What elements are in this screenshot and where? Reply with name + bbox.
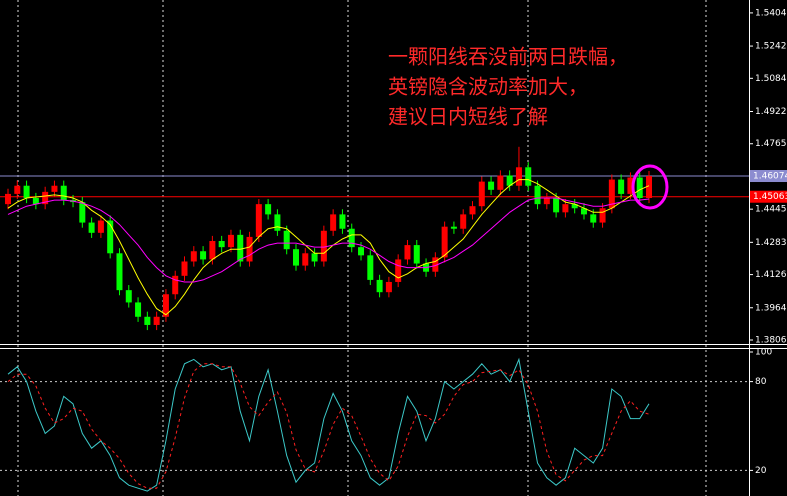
candle-body — [450, 226, 457, 229]
y-tick-label: 1.49225 — [755, 107, 787, 117]
price-label-bg — [750, 190, 787, 203]
candle-body — [348, 228, 355, 248]
candle-body — [525, 167, 532, 186]
candle-body — [469, 206, 476, 215]
candle-body — [590, 214, 597, 223]
annotation: 英镑隐含波动率加大， — [388, 75, 588, 99]
candle-body — [441, 226, 448, 258]
candle-body — [488, 181, 495, 190]
candle-body — [376, 279, 383, 293]
y-tick-label: 1.54040 — [755, 8, 787, 18]
y-tick-label: 1.38065 — [755, 336, 787, 346]
candle-body — [553, 198, 560, 213]
candle-body — [646, 176, 653, 199]
annotation: 建议日内短线了解 — [388, 105, 548, 129]
candle-body — [404, 245, 411, 260]
y-tick-label: 80 — [755, 377, 767, 387]
candle-body — [218, 241, 225, 248]
candle-body — [636, 177, 643, 199]
candle-body — [42, 191, 49, 205]
candle-body — [5, 193, 11, 205]
candle-body — [460, 214, 467, 229]
candle-body — [543, 198, 550, 205]
candle-body — [255, 204, 262, 237]
candle-body — [562, 204, 569, 213]
candle-body — [172, 275, 179, 295]
candle-body — [107, 220, 114, 254]
candle-body — [385, 281, 392, 293]
highlight-ellipse — [631, 164, 669, 210]
y-tick-label: 1.41260 — [755, 270, 787, 280]
candle-body — [88, 222, 95, 233]
candle-body — [190, 251, 197, 262]
y-tick-label: 1.50845 — [755, 74, 787, 84]
y-tick-label: 20 — [755, 466, 767, 476]
candle-body — [51, 185, 58, 192]
price-label-bg — [750, 170, 787, 183]
y-tick-label: 1.44455 — [755, 205, 787, 215]
candle-body — [227, 234, 234, 248]
candle-body — [265, 204, 272, 215]
candle-body — [627, 177, 634, 194]
candle-body — [580, 208, 587, 215]
y-tick-label: 1.42835 — [755, 238, 787, 248]
candle-body — [237, 234, 244, 262]
candle-body — [618, 179, 625, 194]
candle-body — [23, 185, 30, 199]
candle-body — [125, 290, 132, 303]
candle-body — [478, 181, 485, 207]
candle-body — [413, 245, 420, 264]
y-tick-label: 100 — [755, 348, 772, 358]
candle-body — [274, 214, 281, 231]
candle-body — [571, 204, 578, 209]
candle-body — [283, 230, 290, 250]
candle-body — [302, 253, 309, 266]
candle-body — [330, 214, 337, 231]
candle-body — [14, 185, 21, 194]
annotation: 一颗阳线吞没前两日跌幅， — [388, 45, 628, 69]
candle-body — [97, 220, 104, 233]
y-tick-label: 1.47650 — [755, 139, 787, 149]
price-label: 1.45063 — [753, 192, 787, 202]
candle-body — [135, 302, 142, 317]
candle-body — [79, 202, 86, 223]
candle-body — [311, 253, 318, 262]
candle-body — [515, 167, 522, 186]
candle-body — [358, 247, 365, 256]
candle-body — [292, 249, 299, 266]
candle-body — [116, 253, 123, 291]
candle-body — [246, 236, 253, 262]
candle-body — [320, 230, 327, 262]
candle-body — [181, 261, 188, 276]
candle-body — [144, 316, 151, 325]
candle-body — [367, 255, 374, 280]
candle-body — [608, 179, 615, 209]
candle-body — [162, 294, 169, 317]
line-series — [7, 179, 650, 316]
line-series — [7, 357, 650, 492]
candle-body — [339, 214, 346, 229]
candle-body — [497, 175, 504, 190]
candle-body — [200, 251, 207, 260]
candle-body — [599, 208, 606, 223]
y-tick-label: 1.52420 — [755, 42, 787, 52]
candle-body — [432, 257, 439, 272]
price-label: 1.46074 — [753, 172, 787, 182]
candle-body — [60, 185, 67, 201]
candle-body — [395, 259, 402, 282]
line-series — [7, 197, 650, 283]
candle-body — [534, 185, 541, 205]
y-tick-label: 1.39640 — [755, 303, 787, 313]
candle-body — [209, 241, 216, 260]
candle-body — [153, 316, 160, 325]
candle-body — [32, 198, 39, 205]
candle-body — [506, 175, 513, 186]
